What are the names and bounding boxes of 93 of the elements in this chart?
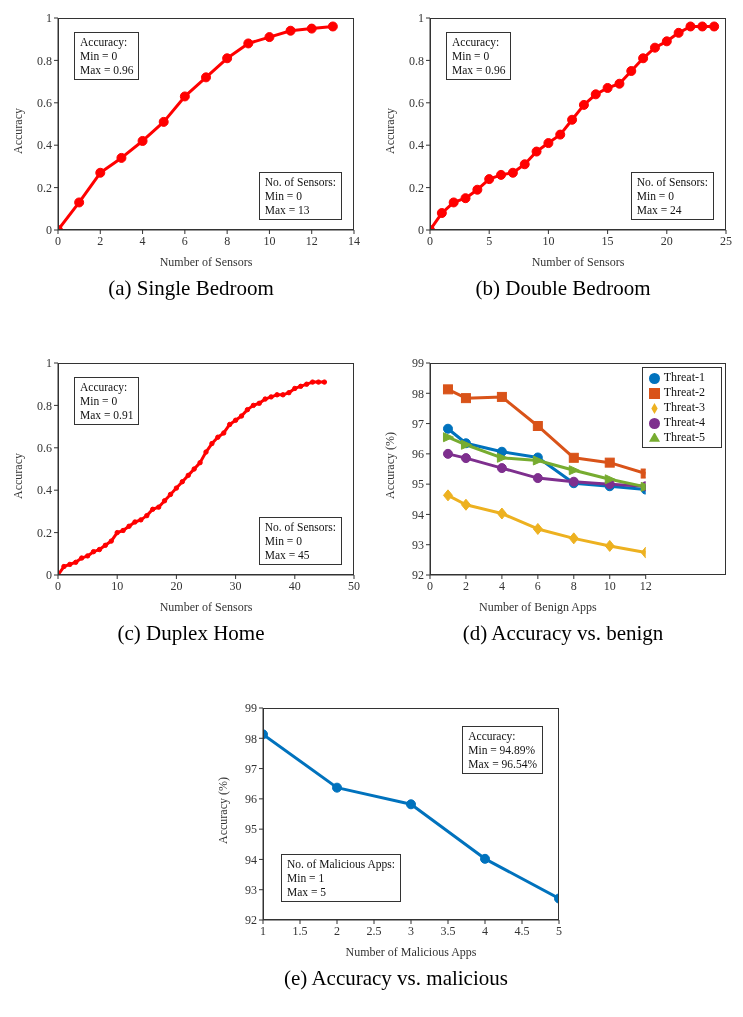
annotation: Accuracy: Min = 94.89% Max = 96.54%	[462, 726, 543, 774]
x-tick-label: 20	[170, 578, 183, 593]
x-axis-title: Number of Sensors	[159, 255, 253, 269]
x-axis-title: Number of Sensors	[159, 600, 253, 614]
y-tick-label: 94	[412, 507, 424, 522]
legend-label: Threat-4	[663, 415, 705, 429]
x-axis-title: Number of Sensors	[531, 255, 625, 269]
y-axis-title: Accuracy	[11, 453, 26, 499]
legend-label: Threat-2	[663, 385, 705, 399]
x-tick-label: 8	[224, 233, 231, 248]
x-tick-label: 8	[570, 578, 577, 593]
y-axis-title: Accuracy (%)	[383, 432, 398, 499]
y-tick-label: 95	[245, 822, 257, 837]
x-tick-label: 50	[348, 578, 360, 593]
y-tick-label: 0.6	[37, 441, 52, 456]
y-tick-label: 0	[46, 223, 52, 238]
x-axis-title: Number of Benign Apps	[479, 600, 597, 614]
x-tick-label: 10	[263, 233, 276, 248]
annotation: No. of Malicious Apps: Min = 1 Max = 5	[281, 854, 401, 902]
x-tick-label: 6	[534, 578, 541, 593]
text: (c) Duplex Home	[116, 621, 266, 646]
annotation: Accuracy: Min = 0 Max = 0.96	[74, 32, 140, 80]
legend-label: Threat-1	[663, 370, 705, 384]
x-tick-label: 2.5	[366, 923, 382, 938]
x-tick-label: 30	[229, 578, 242, 593]
y-axis-title: Accuracy	[11, 108, 26, 154]
x-tick-label: 15	[601, 233, 614, 248]
y-tick-label: 96	[412, 447, 424, 462]
y-tick-label: 1	[418, 11, 424, 26]
y-tick-label: 0.6	[409, 96, 424, 111]
x-tick-label: 2	[97, 233, 104, 248]
x-tick-label: 12	[305, 233, 318, 248]
y-tick-label: 99	[245, 701, 257, 716]
y-tick-label: 0.2	[37, 180, 52, 195]
y-tick-label: 97	[245, 761, 257, 776]
x-tick-label: 3	[408, 923, 414, 938]
y-tick-label: 0.4	[409, 138, 424, 153]
text: (a) Single Bedroom	[107, 276, 275, 301]
x-tick-label: 2	[334, 923, 340, 938]
text: (b) Double Bedroom	[474, 276, 652, 301]
x-tick-label: 4	[482, 923, 488, 938]
annotation: No. of Sensors: Min = 0 Max = 24	[630, 172, 714, 220]
y-tick-label: 0	[418, 223, 424, 238]
x-tick-label: 4	[498, 578, 505, 593]
y-tick-label: 93	[412, 537, 424, 552]
annotation: No. of Sensors: Min = 0 Max = 45	[258, 517, 342, 565]
y-tick-label: 99	[412, 356, 424, 371]
x-tick-label: 6	[181, 233, 188, 248]
legend-label: Threat-5	[663, 430, 705, 444]
y-tick-label: 92	[412, 568, 424, 583]
y-axis-title: Accuracy (%)	[216, 777, 231, 844]
x-tick-label: 4.5	[514, 923, 530, 938]
x-tick-label: 5	[556, 923, 562, 938]
y-tick-label: 0.6	[37, 96, 52, 111]
x-tick-label: 12	[639, 578, 652, 593]
y-tick-label: 92	[245, 913, 257, 928]
x-tick-label: 2	[462, 578, 469, 593]
y-tick-label: 0.4	[37, 138, 52, 153]
y-tick-label: 0.2	[409, 180, 424, 195]
text: (e) Accuracy vs. malicious	[283, 966, 509, 991]
y-tick-label: 0.8	[37, 53, 52, 68]
y-tick-label: 95	[412, 477, 424, 492]
y-tick-label: 0.8	[409, 53, 424, 68]
x-tick-label: 5	[486, 233, 493, 248]
x-tick-label: 40	[288, 578, 301, 593]
y-tick-label: 96	[245, 792, 257, 807]
y-tick-label: 0.2	[37, 525, 52, 540]
x-tick-label: 14	[348, 233, 360, 248]
y-tick-label: 98	[245, 731, 257, 746]
x-tick-label: 10	[542, 233, 555, 248]
x-tick-label: 20	[660, 233, 673, 248]
annotation: Accuracy: Min = 0 Max = 0.96	[446, 32, 512, 80]
x-tick-label: 25	[720, 233, 732, 248]
y-tick-label: 0.4	[37, 483, 52, 498]
annotation: No. of Sensors: Min = 0 Max = 13	[258, 172, 342, 220]
y-tick-label: 0.8	[37, 398, 52, 413]
y-tick-label: 94	[245, 852, 257, 867]
x-axis-title: Number of Malicious Apps	[345, 945, 477, 959]
x-tick-label: 1.5	[292, 923, 308, 938]
text: (d) Accuracy vs. benign	[461, 621, 665, 646]
y-tick-label: 93	[245, 882, 257, 897]
y-tick-label: 97	[412, 416, 424, 431]
y-tick-label: 1	[46, 11, 52, 26]
y-tick-label: 1	[46, 356, 52, 371]
legend-label: Threat-3	[663, 400, 705, 414]
x-tick-label: 10	[111, 578, 124, 593]
x-tick-label: 10	[603, 578, 616, 593]
y-axis-title: Accuracy	[383, 108, 398, 154]
y-tick-label: 98	[412, 386, 424, 401]
y-tick-label: 0	[46, 568, 52, 583]
x-tick-label: 4	[139, 233, 146, 248]
annotation: Accuracy: Min = 0 Max = 0.91	[74, 377, 140, 425]
x-tick-label: 3.5	[440, 923, 456, 938]
